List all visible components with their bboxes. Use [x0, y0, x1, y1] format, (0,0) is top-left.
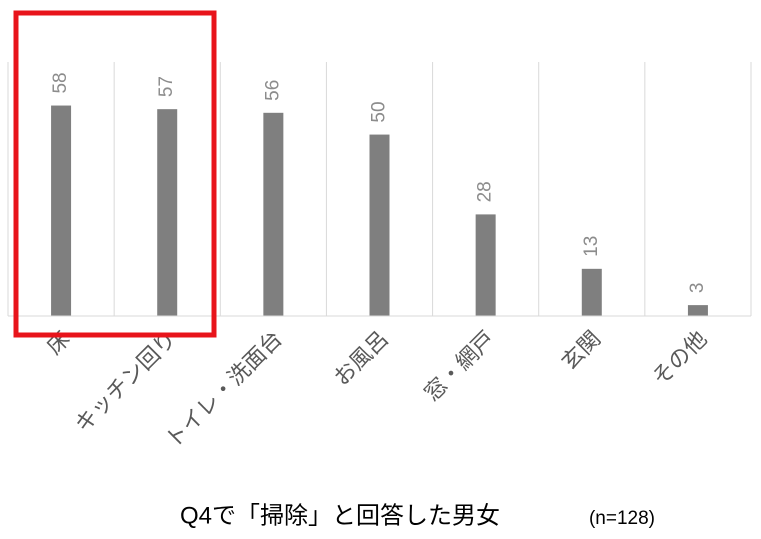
chart-subtitle: (n=128)	[589, 508, 655, 529]
chart-title: Q4で「掃除」と回答した男女	[180, 502, 500, 529]
bar	[51, 105, 72, 317]
x-tick-label: 玄関	[557, 326, 606, 375]
x-tick-label: その他	[647, 326, 711, 390]
bar	[157, 109, 178, 317]
bar	[369, 134, 390, 316]
x-tick-label: 床	[41, 326, 74, 359]
x-tick-label: 窓・網戸	[419, 326, 499, 406]
bar	[581, 268, 602, 316]
data-label: 50	[369, 101, 390, 122]
data-label: 13	[581, 236, 602, 257]
x-tick-label: お風呂	[329, 326, 393, 390]
highlight-box	[13, 10, 217, 338]
bar	[475, 214, 496, 316]
data-label: 28	[475, 181, 496, 202]
x-tick-label: キッチン回り	[70, 326, 181, 437]
bar	[687, 305, 708, 316]
data-label: 58	[50, 72, 71, 93]
data-label: 56	[262, 80, 283, 101]
data-label: 57	[156, 76, 177, 97]
data-label: 3	[687, 283, 708, 294]
bar	[263, 112, 284, 316]
